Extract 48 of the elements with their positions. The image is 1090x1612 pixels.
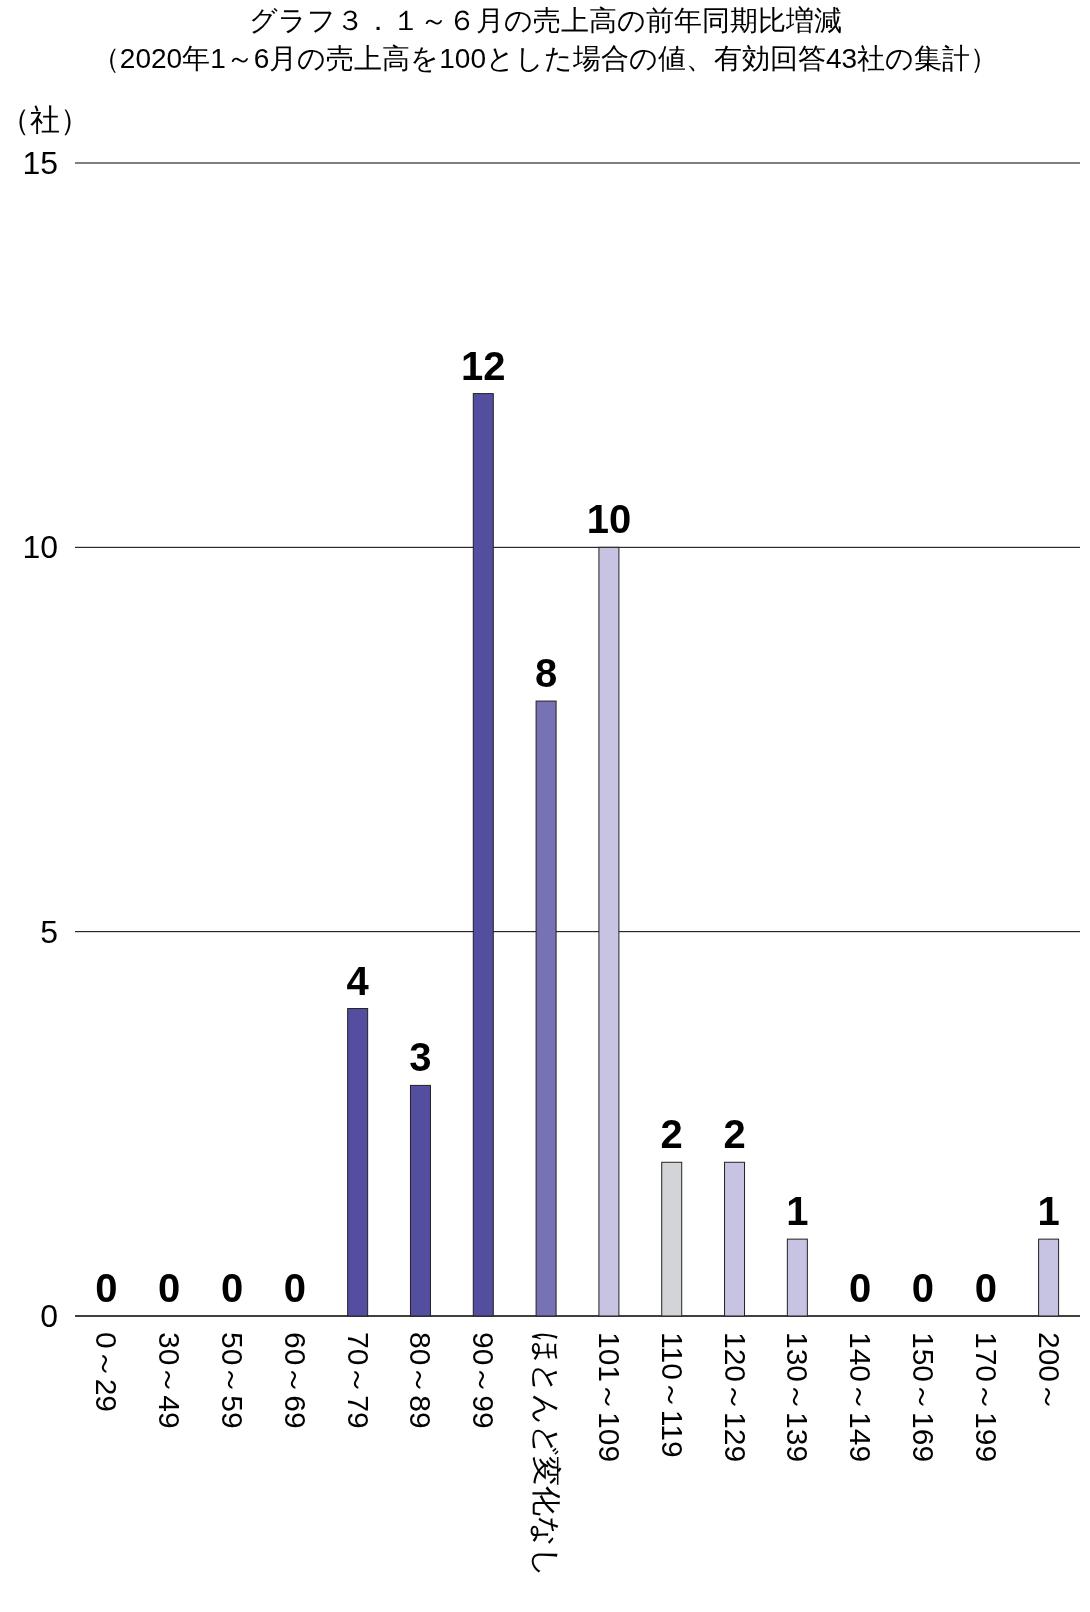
x-tick-label: 200～ [1032, 1332, 1066, 1413]
data-label: 0 [849, 1266, 872, 1310]
data-label: 10 [586, 497, 632, 542]
data-label: 2 [660, 1112, 683, 1157]
y-tick-label: 5 [40, 913, 58, 950]
bar [724, 1161, 746, 1317]
bar [661, 1161, 683, 1317]
data-label: 2 [723, 1112, 746, 1157]
x-tick-label: 130～139 [781, 1332, 815, 1463]
data-label: 0 [95, 1266, 118, 1310]
bar [1038, 1238, 1060, 1317]
bar [347, 1008, 369, 1317]
data-label: 0 [974, 1266, 997, 1310]
x-tick-label: 80～89 [404, 1332, 438, 1429]
chart-title: グラフ３．１～６月の売上高の前年同期比増減 [248, 5, 842, 36]
x-tick-label: 110～119 [655, 1332, 689, 1458]
data-label: 1 [1037, 1189, 1060, 1234]
data-label: 0 [158, 1266, 181, 1310]
bar [472, 393, 494, 1317]
y-tick-label: 15 [22, 145, 58, 181]
x-tick-label: 50～59 [216, 1332, 250, 1429]
bar [598, 546, 620, 1317]
x-tick-label: 101～109 [592, 1332, 626, 1463]
y-axis-title: （社） [0, 103, 90, 136]
x-tick-label: 150～169 [906, 1332, 940, 1463]
data-label: 0 [220, 1266, 244, 1310]
data-label: 3 [409, 1035, 432, 1080]
data-label: 0 [911, 1266, 935, 1310]
x-tick-label: 120～129 [718, 1332, 752, 1463]
data-label: 1 [786, 1189, 809, 1234]
bar [409, 1084, 431, 1317]
x-tick-label: 60～69 [278, 1332, 312, 1429]
x-tick-label: 30～49 [153, 1332, 187, 1429]
x-tick-label: ほとんど変化なし [530, 1332, 564, 1578]
data-label: 0 [283, 1266, 306, 1310]
x-tick-label: 70～79 [341, 1332, 375, 1429]
x-tick-label: 140～149 [844, 1332, 878, 1463]
data-label: 8 [534, 651, 558, 696]
chart-subtitle: （2020年1～6月の売上高を100とした場合の値、有効回答43社の集計） [91, 43, 999, 74]
bar [786, 1238, 808, 1317]
bar [535, 700, 557, 1317]
data-label: 12 [461, 343, 506, 388]
x-tick-label: 90～99 [467, 1332, 501, 1429]
y-tick-label: 0 [40, 1298, 58, 1334]
y-tick-label: 10 [22, 529, 58, 566]
x-tick-label: 0～29 [90, 1332, 124, 1413]
x-tick-label: 170～199 [969, 1332, 1003, 1463]
data-label: 4 [346, 958, 370, 1003]
